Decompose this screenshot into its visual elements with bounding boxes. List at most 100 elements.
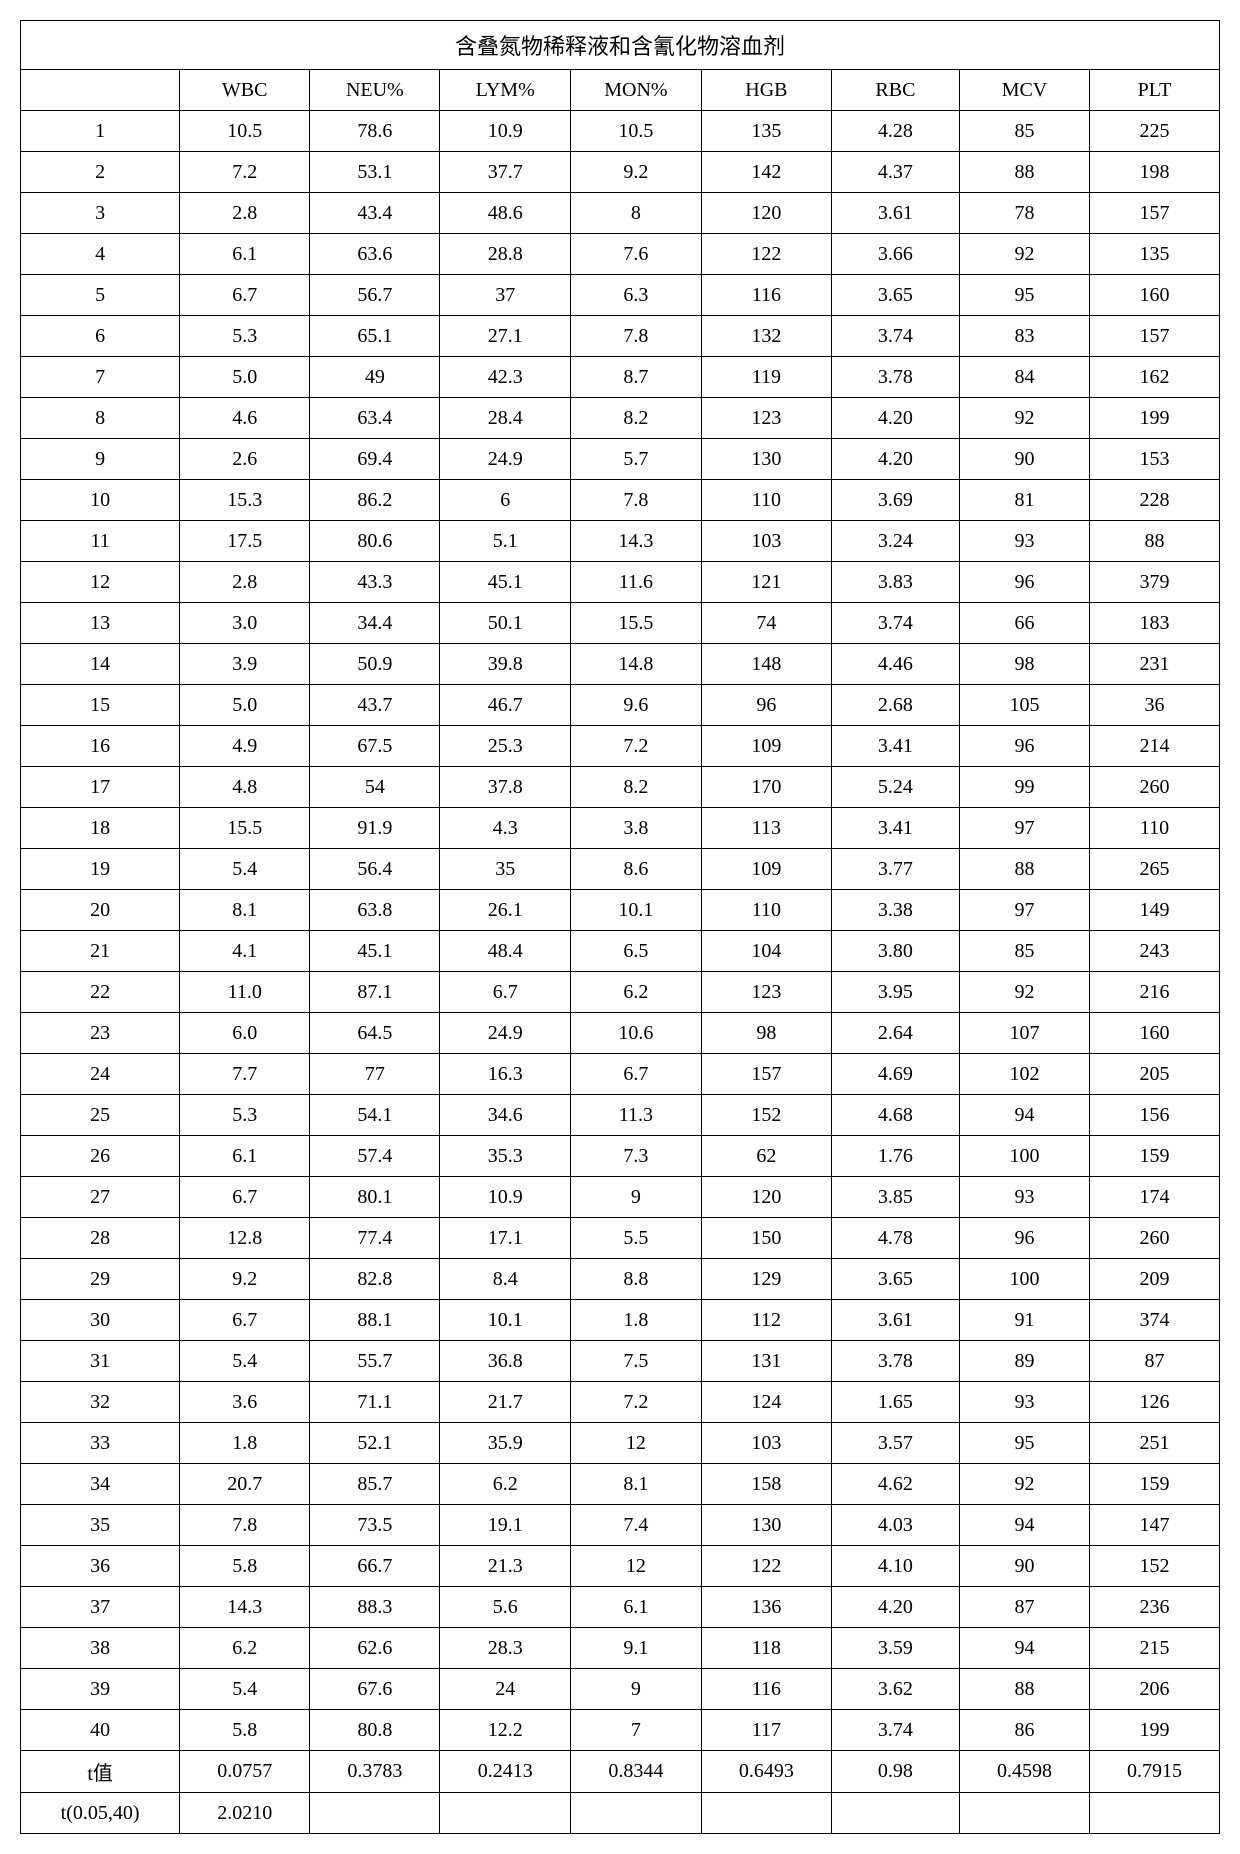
- cell: 15.5: [570, 603, 701, 644]
- cell: 28.8: [440, 234, 570, 275]
- cell: 87: [1089, 1341, 1219, 1382]
- cell: 88: [960, 1669, 1090, 1710]
- cell: 159: [1089, 1464, 1219, 1505]
- cell: 90: [960, 439, 1090, 480]
- cell: 9.1: [570, 1628, 701, 1669]
- cell: 57.4: [310, 1136, 440, 1177]
- cell: 5.3: [180, 316, 310, 357]
- cell: 130: [701, 1505, 831, 1546]
- cell: 80.6: [310, 521, 440, 562]
- row-index: 25: [21, 1095, 180, 1136]
- cell: 109: [701, 726, 831, 767]
- cell: 228: [1089, 480, 1219, 521]
- cell: 0.6493: [701, 1751, 831, 1793]
- cell: 9: [570, 1669, 701, 1710]
- row-index: 30: [21, 1300, 180, 1341]
- table-row: 195.456.4358.61093.7788265: [21, 849, 1220, 890]
- cell: 8.4: [440, 1259, 570, 1300]
- table-row: 174.85437.88.21705.2499260: [21, 767, 1220, 808]
- row-index: 28: [21, 1218, 180, 1259]
- header-NEU%: NEU%: [310, 70, 440, 111]
- row-index: 11: [21, 521, 180, 562]
- cell: 4.37: [831, 152, 959, 193]
- cell: 43.7: [310, 685, 440, 726]
- cell: 8.1: [180, 890, 310, 931]
- cell: 6.7: [440, 972, 570, 1013]
- table-row: 276.780.110.991203.8593174: [21, 1177, 1220, 1218]
- cell: 374: [1089, 1300, 1219, 1341]
- cell: 119: [701, 357, 831, 398]
- cell: 94: [960, 1095, 1090, 1136]
- cell: 6.1: [180, 1136, 310, 1177]
- cell: 92: [960, 234, 1090, 275]
- row-index: 35: [21, 1505, 180, 1546]
- cell: 4.8: [180, 767, 310, 808]
- cell: 113: [701, 808, 831, 849]
- cell: 67.6: [310, 1669, 440, 1710]
- cell: 4.6: [180, 398, 310, 439]
- row-index: 13: [21, 603, 180, 644]
- cell: 84: [960, 357, 1090, 398]
- row-index: 33: [21, 1423, 180, 1464]
- cell: 8: [570, 193, 701, 234]
- cell: 24.9: [440, 1013, 570, 1054]
- table-row: 208.163.826.110.11103.3897149: [21, 890, 1220, 931]
- cell: 170: [701, 767, 831, 808]
- cell: 88: [960, 152, 1090, 193]
- cell: 5.3: [180, 1095, 310, 1136]
- cell: 206: [1089, 1669, 1219, 1710]
- table-row: 214.145.148.46.51043.8085243: [21, 931, 1220, 972]
- cell: 89: [960, 1341, 1090, 1382]
- cell: 37.8: [440, 767, 570, 808]
- cell: 6.5: [570, 931, 701, 972]
- row-index: 27: [21, 1177, 180, 1218]
- cell: 236: [1089, 1587, 1219, 1628]
- cell: 148: [701, 644, 831, 685]
- cell: 4.20: [831, 398, 959, 439]
- row-index: 3: [21, 193, 180, 234]
- cell: 10.6: [570, 1013, 701, 1054]
- cell: 0.4598: [960, 1751, 1090, 1793]
- row-index: 5: [21, 275, 180, 316]
- cell: 91: [960, 1300, 1090, 1341]
- cell: 7.2: [570, 726, 701, 767]
- cell: 6.2: [570, 972, 701, 1013]
- table-row: 306.788.110.11.81123.6191374: [21, 1300, 1220, 1341]
- cell: 6.7: [180, 275, 310, 316]
- cell: 88.1: [310, 1300, 440, 1341]
- row-index: t(0.05,40): [21, 1793, 180, 1834]
- table-row: 32.843.448.681203.6178157: [21, 193, 1220, 234]
- cell: 159: [1089, 1136, 1219, 1177]
- cell: 49: [310, 357, 440, 398]
- cell: 9.2: [570, 152, 701, 193]
- cell: 107: [960, 1013, 1090, 1054]
- table-row: 75.04942.38.71193.7884162: [21, 357, 1220, 398]
- cell: 110: [701, 890, 831, 931]
- header-MON%: MON%: [570, 70, 701, 111]
- cell: 4.68: [831, 1095, 959, 1136]
- cell: 87: [960, 1587, 1090, 1628]
- cell: 7.3: [570, 1136, 701, 1177]
- cell: 0.3783: [310, 1751, 440, 1793]
- row-index: t值: [21, 1751, 180, 1793]
- cell: 3.65: [831, 1259, 959, 1300]
- cell: 0.0757: [180, 1751, 310, 1793]
- cell: 123: [701, 972, 831, 1013]
- cell: [701, 1793, 831, 1834]
- cell: 1.8: [180, 1423, 310, 1464]
- cell: 63.8: [310, 890, 440, 931]
- cell: 4.10: [831, 1546, 959, 1587]
- table-row: 92.669.424.95.71304.2090153: [21, 439, 1220, 480]
- cell: 87.1: [310, 972, 440, 1013]
- cell: 136: [701, 1587, 831, 1628]
- cell: 7.8: [570, 480, 701, 521]
- cell: 98: [960, 644, 1090, 685]
- cell: 3.9: [180, 644, 310, 685]
- cell: 3.62: [831, 1669, 959, 1710]
- row-index: 16: [21, 726, 180, 767]
- cell: 112: [701, 1300, 831, 1341]
- cell: 0.8344: [570, 1751, 701, 1793]
- cell: 199: [1089, 398, 1219, 439]
- cell: 6: [440, 480, 570, 521]
- table-row: 395.467.62491163.6288206: [21, 1669, 1220, 1710]
